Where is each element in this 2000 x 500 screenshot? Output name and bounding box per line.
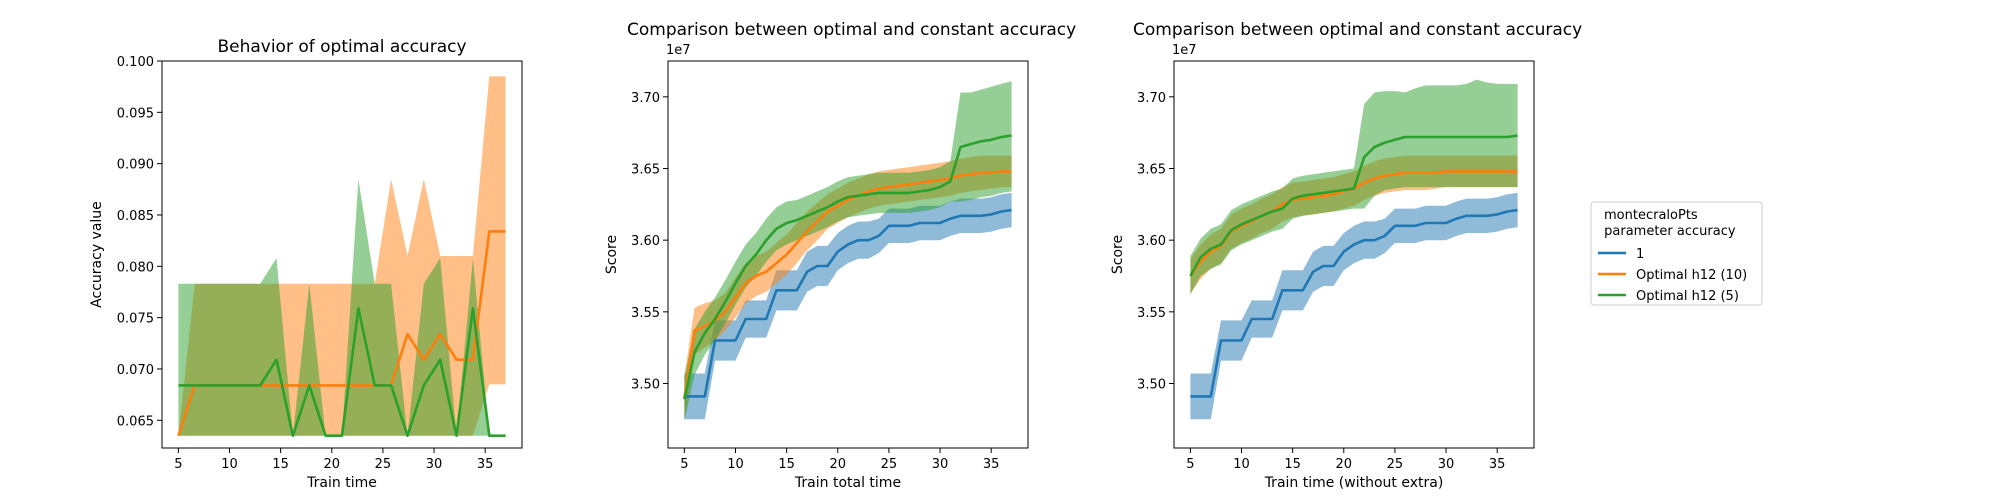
panel-comparison-train-total-time: 5 10 15 20 25 30 35 3.50 3.55 3.60 3.65 3.70 1e7 Comp… xyxy=(604,20,1076,491)
y-tick-label: 0.065 xyxy=(117,414,154,429)
panel-behavior-of-optimal-accuracy: 5 10 15 20 25 30 35 0.065 0.070 0.075 0.080 0.085 0.… xyxy=(89,37,523,491)
x-tick-label: 20 xyxy=(323,457,340,472)
y-tick-label: 3.70 xyxy=(1137,91,1166,106)
series-line-3 xyxy=(683,134,1012,400)
series-line-2 xyxy=(178,307,506,438)
y-tick-label: 0.085 xyxy=(117,209,154,224)
y-tick-label: 3.50 xyxy=(631,378,660,393)
x-tick-label: 5 xyxy=(174,457,182,472)
series-line-1 xyxy=(684,208,1012,398)
x-tick-label: 15 xyxy=(272,457,289,472)
y-axis-offset-label: 1e7 xyxy=(1172,43,1197,58)
legend-entry-series-1: 1 xyxy=(1636,247,1644,262)
x-axis-label: Train time xyxy=(306,475,377,491)
series-line-1 xyxy=(1190,208,1518,398)
panel-comparison-train-time-without-extra: 5 10 15 20 25 30 35 3.50 3.55 3.60 3.65 3.70 1e7 Comp… xyxy=(1110,20,1582,491)
chart-title: Comparison between optimal and constant … xyxy=(1133,20,1582,40)
y-tick-label: 0.070 xyxy=(117,363,154,378)
x-tick-label: 10 xyxy=(727,457,744,472)
x-tick-label: 5 xyxy=(680,457,688,472)
confidence-band-series-2 xyxy=(178,179,506,436)
y-tick-label: 3.70 xyxy=(631,91,660,106)
x-tick-label: 15 xyxy=(1284,457,1301,472)
y-axis-label: Score xyxy=(1110,235,1126,274)
legend-entry-series-2: Optimal h12 (10) xyxy=(1636,268,1747,283)
series-line-3 xyxy=(1189,134,1518,277)
axes-frame xyxy=(667,60,1029,449)
y-axis-offset-label: 1e7 xyxy=(666,43,691,58)
x-tick-label: 10 xyxy=(1233,457,1250,472)
legend-entry-series-3: Optimal h12 (5) xyxy=(1636,289,1739,304)
x-tick-label: 30 xyxy=(1438,457,1455,472)
x-tick-label: 35 xyxy=(1489,457,1506,472)
legend-title-line-1: montecraloPts xyxy=(1604,208,1698,223)
x-tick-label: 30 xyxy=(932,457,949,472)
y-tick-label: 0.100 xyxy=(117,55,154,70)
x-tick-label: 25 xyxy=(375,457,392,472)
axes-frame xyxy=(161,60,523,449)
x-tick-label: 35 xyxy=(477,457,494,472)
legend-title-line-2: parameter accuracy xyxy=(1600,224,1736,239)
x-axis-label: Train total time xyxy=(794,475,901,491)
series-line-2 xyxy=(683,170,1012,398)
x-tick-label: 20 xyxy=(829,457,846,472)
y-tick-label: 3.50 xyxy=(1137,378,1166,393)
x-tick-label: 15 xyxy=(778,457,795,472)
x-tick-label: 25 xyxy=(881,457,898,472)
x-tick-label: 25 xyxy=(1387,457,1404,472)
x-tick-label: 30 xyxy=(426,457,443,472)
legend: montecraloPts parameter accuracy 1 Optim… xyxy=(1590,201,1763,306)
y-tick-label: 3.65 xyxy=(1137,163,1166,178)
y-tick-label: 3.55 xyxy=(631,306,660,321)
x-tick-label: 20 xyxy=(1335,457,1352,472)
axes-frame xyxy=(1173,60,1535,449)
y-tick-label: 3.55 xyxy=(1137,306,1166,321)
chart-title: Comparison between optimal and constant … xyxy=(627,20,1076,40)
chart-title: Behavior of optimal accuracy xyxy=(217,37,466,57)
y-tick-label: 0.095 xyxy=(117,106,154,121)
x-tick-label: 5 xyxy=(1186,457,1194,472)
confidence-band-series-3 xyxy=(684,81,1012,421)
x-axis-label: Train time (without extra) xyxy=(1264,475,1444,491)
y-tick-label: 3.60 xyxy=(631,234,660,249)
legend-frame xyxy=(1590,201,1763,306)
y-tick-label: 0.075 xyxy=(117,312,154,327)
y-tick-label: 0.090 xyxy=(117,158,154,173)
x-tick-label: 10 xyxy=(221,457,238,472)
y-tick-label: 3.65 xyxy=(631,163,660,178)
y-axis-label: Accuracy value xyxy=(89,201,105,308)
y-axis-label: Score xyxy=(604,235,620,274)
x-tick-label: 35 xyxy=(983,457,1000,472)
y-tick-label: 3.60 xyxy=(1137,234,1166,249)
y-tick-label: 0.080 xyxy=(117,260,154,275)
